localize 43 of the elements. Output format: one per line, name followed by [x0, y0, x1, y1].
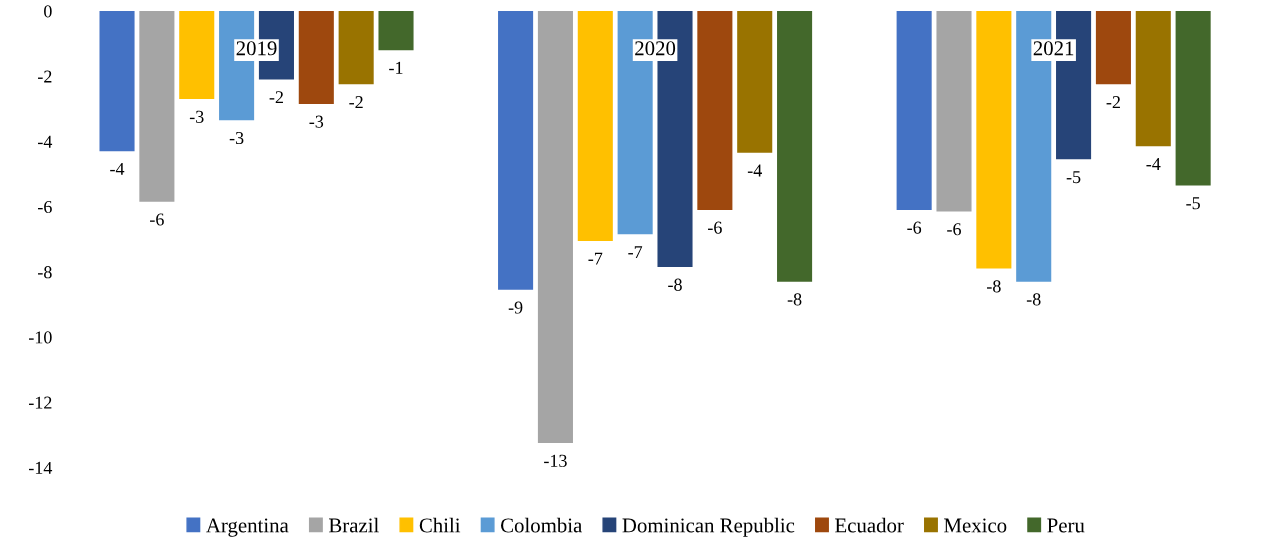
y-tick-label: -6	[38, 200, 52, 214]
data-label: -9	[508, 301, 523, 314]
x-tick-label: 2021	[1033, 41, 1074, 56]
data-label: -2	[1106, 96, 1120, 109]
legend-label: Ecuador	[835, 517, 904, 533]
legend-label: Mexico	[944, 518, 1007, 533]
data-label: -3	[229, 131, 244, 145]
data-label: -2	[269, 91, 283, 104]
data-label: -8	[668, 278, 682, 291]
y-tick-label: -12	[28, 396, 52, 409]
data-label: -8	[787, 293, 802, 306]
legend-label: Brazil	[328, 517, 379, 533]
data-label: -13	[544, 454, 567, 467]
y-tick-label: 0	[44, 5, 52, 18]
data-label: -5	[1186, 197, 1200, 210]
legend-label: Argentina	[206, 518, 289, 537]
data-label: -8	[1026, 293, 1041, 306]
data-label: -4	[747, 164, 762, 177]
legend-label: Dominican Republic	[622, 517, 795, 537]
data-label: -7	[628, 246, 643, 258]
data-label: -3	[309, 115, 324, 128]
legend-label: Peru	[1047, 518, 1085, 533]
data-label: -2	[349, 96, 363, 109]
y-tick-label: -10	[28, 331, 52, 344]
x-tick-label: 2020	[635, 41, 676, 56]
data-label: -4	[110, 162, 125, 175]
data-label: -6	[947, 223, 961, 236]
data-label: -6	[708, 221, 722, 234]
data-label: -6	[907, 221, 922, 234]
data-label: -5	[1066, 171, 1081, 184]
y-tick-label: -2	[38, 70, 52, 83]
data-label: -8	[987, 280, 1001, 293]
data-label: -7	[588, 252, 603, 265]
legend-label: Chili	[419, 517, 461, 533]
y-tick-label: -14	[28, 461, 53, 474]
data-label: -6	[150, 213, 164, 226]
legend-label: Colombia	[501, 517, 583, 533]
data-label: -4	[1146, 158, 1161, 170]
y-tick-label: -8	[38, 266, 52, 279]
data-label: -1	[389, 61, 403, 74]
y-tick-label: -4	[38, 135, 53, 148]
x-tick-label: 2019	[236, 41, 277, 56]
data-label: -3	[189, 110, 204, 123]
